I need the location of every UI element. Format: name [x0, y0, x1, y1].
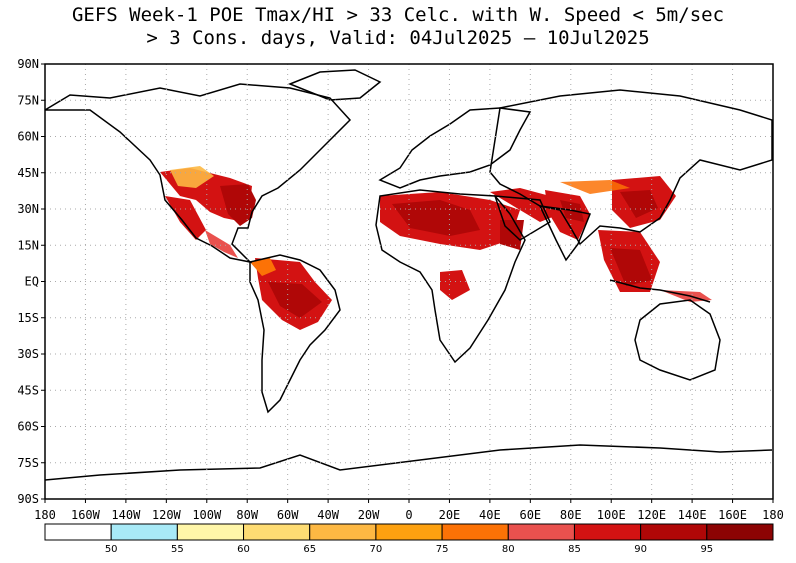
legend-swatch — [706, 523, 774, 541]
legend-swatch — [375, 523, 443, 541]
lon-tick-label: 80W — [236, 508, 258, 522]
map-title: GEFS Week-1 POE Tmax/HI > 33 Celc. with … — [0, 4, 796, 50]
lon-tick-label: 140E — [678, 508, 707, 522]
legend-swatch — [640, 523, 708, 541]
legend-label: 85 — [568, 544, 581, 555]
legend-label: 50 — [105, 544, 118, 555]
lon-tick-label: 180 — [762, 508, 784, 522]
color-legend: 50 55 60 65 70 75 80 85 90 95 — [44, 523, 774, 555]
lon-tick-label: 160W — [71, 508, 101, 522]
legend-label: 65 — [303, 544, 316, 555]
lat-tick-label: 75S — [17, 456, 39, 470]
legend-swatch — [44, 523, 112, 541]
lon-tick-label: 40W — [317, 508, 339, 522]
legend-swatch — [507, 523, 575, 541]
coastlines — [45, 69, 773, 481]
lon-tick-label: 180 — [34, 508, 56, 522]
legend-label: 70 — [370, 544, 383, 555]
lon-tick-label: 60W — [277, 508, 299, 522]
lon-tick-label: 40E — [479, 508, 501, 522]
lat-tick-label: 45S — [17, 383, 39, 397]
legend-swatch — [176, 523, 245, 541]
lat-tick-label: 90S — [17, 492, 39, 506]
lat-tick-label: 15N — [17, 238, 39, 252]
legend-label: 90 — [634, 544, 647, 555]
lon-tick-label: 120W — [152, 508, 182, 522]
lon-tick-label: 20W — [358, 508, 380, 522]
legend-swatch — [441, 523, 509, 541]
lat-tick-label: EQ — [25, 275, 39, 289]
legend-label: 55 — [171, 544, 184, 555]
legend-swatch — [110, 523, 178, 541]
lon-tick-label: 100E — [597, 508, 626, 522]
legend-label: 75 — [436, 544, 449, 555]
lon-tick-label: 0 — [405, 508, 412, 522]
title-line-1: GEFS Week-1 POE Tmax/HI > 33 Celc. with … — [71, 4, 725, 26]
legend-label: 80 — [502, 544, 515, 555]
latitude-labels: 90N 75N 60N 45N 30N 15N EQ 15S 30S 45S 60S 75S 90S — [17, 57, 45, 506]
lon-tick-label: 20E — [439, 508, 461, 522]
lon-tick-label: 100W — [192, 508, 222, 522]
lat-tick-label: 30S — [17, 347, 39, 361]
lon-tick-label: 80E — [560, 508, 582, 522]
lat-tick-label: 30N — [17, 202, 39, 216]
legend-swatch — [243, 523, 311, 541]
legend-label: 95 — [700, 544, 713, 555]
lat-tick-label: 90N — [17, 57, 39, 71]
lat-tick-label: 60N — [17, 130, 39, 144]
lon-tick-label: 160E — [718, 508, 747, 522]
lon-tick-label: 140W — [111, 508, 141, 522]
lon-tick-label: 120E — [637, 508, 666, 522]
legend-swatch — [573, 523, 642, 541]
title-line-2: > 3 Cons. days, Valid: 04Jul2025 – 10Jul… — [146, 27, 650, 49]
legend-label: 60 — [237, 544, 250, 555]
lat-tick-label: 75N — [17, 93, 39, 107]
lat-tick-label: 60S — [17, 420, 39, 434]
lon-tick-label: 60E — [519, 508, 541, 522]
lat-tick-label: 45N — [17, 166, 39, 180]
longitude-labels: 180 160W 140W 120W 100W 80W 60W 40W 20W 0 20E 40E 60… — [34, 499, 784, 522]
heat-probability-layer — [160, 166, 712, 330]
legend-swatch — [309, 523, 377, 541]
lat-tick-label: 15S — [17, 311, 39, 325]
